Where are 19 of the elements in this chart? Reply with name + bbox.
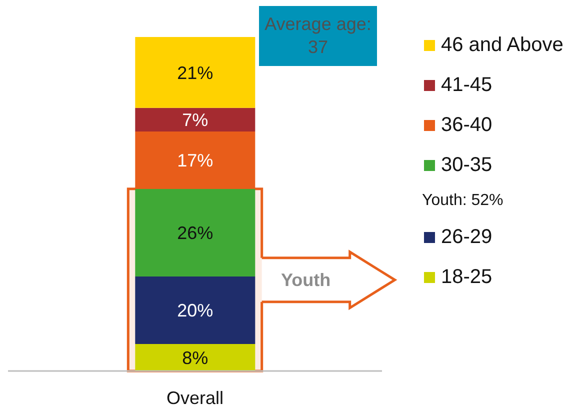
band-label: Youth xyxy=(281,270,331,290)
bar xyxy=(135,37,256,108)
data-label: 20% xyxy=(177,300,214,321)
legend-label: 26-29 xyxy=(441,226,492,248)
data-label: 8% xyxy=(182,348,208,368)
data-label: 21% xyxy=(177,62,214,83)
data-label: 26% xyxy=(177,223,214,244)
text: Average age: 37 xyxy=(264,13,372,59)
x-tick-label: Overall xyxy=(166,388,224,408)
legend-label: 30-35 xyxy=(441,154,492,176)
data-label: 7% xyxy=(182,110,208,130)
bar xyxy=(135,344,256,371)
legend-label: 18-25 xyxy=(441,266,492,288)
bar xyxy=(135,108,256,132)
text: Youth: 52% xyxy=(422,191,504,211)
legend-label: 46 and Above xyxy=(441,34,564,56)
legend-label: 41-45 xyxy=(441,74,492,96)
legend-label: 36-40 xyxy=(441,114,492,136)
data-label: 17% xyxy=(177,150,214,171)
